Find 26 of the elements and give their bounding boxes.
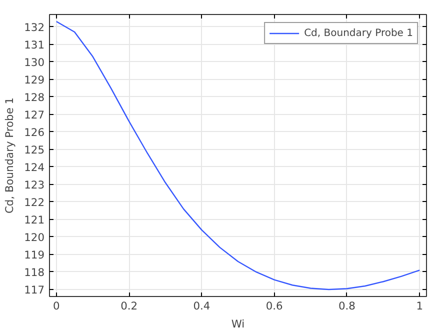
y-tick-label: 132: [24, 20, 45, 34]
line-series: [56, 20, 420, 290]
x-tick-label: 0: [53, 300, 60, 312]
y-tick-label: 126: [24, 126, 45, 139]
y-tick-label: 128: [24, 90, 45, 104]
y-tick-label: 124: [24, 160, 45, 174]
y-tick-label: 118: [24, 266, 45, 279]
y-axis-title: Cd, Boundary Probe 1: [3, 97, 16, 214]
x-tick-label: 0.8: [338, 300, 356, 312]
y-tick-label: 125: [24, 143, 45, 156]
x-tick-label: 1: [416, 300, 423, 312]
x-axis-title: Wi: [231, 318, 245, 330]
x-tick-label: 0.6: [266, 300, 284, 312]
y-tick-label: 117: [24, 283, 45, 296]
legend-label: Cd, Boundary Probe 1: [304, 28, 413, 38]
y-tick-label: 129: [24, 73, 45, 86]
x-tick-label: 0.2: [120, 300, 138, 312]
y-tick-label: 130: [24, 56, 45, 69]
y-tick-label: 119: [24, 248, 45, 262]
y-tick-label: 131: [24, 38, 45, 52]
x-tick-label: 0.4: [193, 300, 210, 312]
y-tick-label: 122: [24, 196, 45, 209]
y-tick-label: 123: [24, 178, 45, 192]
y-tick-label: 127: [24, 108, 45, 122]
y-tick-label: 121: [24, 213, 45, 226]
y-tick-label: 120: [24, 230, 45, 244]
